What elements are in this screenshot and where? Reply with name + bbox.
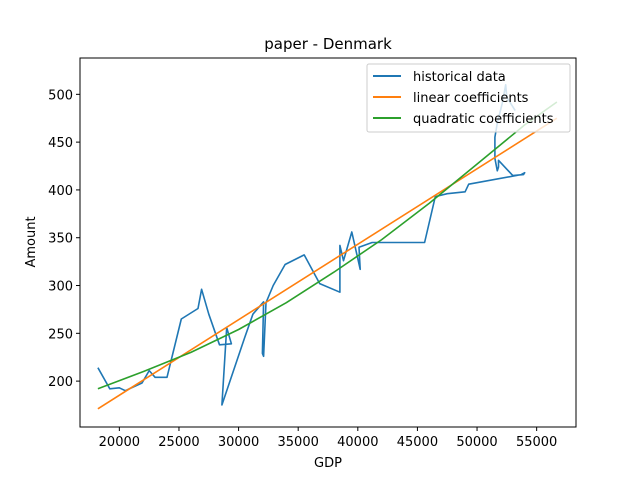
x-tick-label: 30000 [218, 435, 259, 450]
y-tick-label: 200 [48, 375, 73, 390]
series-line-quadratic-coefficients [97, 101, 558, 390]
x-tick-label: 50000 [456, 435, 497, 450]
y-tick-label: 250 [48, 327, 73, 342]
x-axis-label: GDP [314, 456, 342, 471]
x-tick-label: 55000 [516, 435, 557, 450]
plot-area [97, 84, 558, 410]
legend-label-quadratic-coefficients: quadratic coefficients [413, 112, 554, 127]
legend-label-linear-coefficients: linear coefficients [413, 91, 529, 106]
y-tick-label: 500 [48, 88, 73, 103]
series-line-historical-data [97, 84, 526, 406]
x-tick-label: 35000 [278, 435, 319, 450]
series-line-linear-coefficients [97, 117, 558, 410]
chart-title: paper - Denmark [264, 35, 392, 53]
legend-label-historical-data: historical data [413, 70, 506, 85]
y-axis-label: Amount [24, 216, 39, 267]
x-tick-label: 45000 [397, 435, 438, 450]
axes-frame [79, 57, 577, 428]
x-axis: 20000 25000 30000 35000 40000 45000 50000 55000 [99, 427, 557, 450]
x-tick-label: 25000 [158, 435, 199, 450]
legend-box [366, 63, 571, 133]
y-tick-label: 350 [48, 232, 73, 247]
x-tick-label: 20000 [99, 435, 140, 450]
legend: historical data linear coefficients quad… [366, 63, 571, 133]
y-tick-label: 400 [48, 184, 73, 199]
y-axis: 200 250 300 350 400 450 500 [48, 88, 80, 390]
x-tick-label: 40000 [337, 435, 378, 450]
y-tick-label: 450 [48, 136, 73, 151]
y-tick-label: 300 [48, 280, 73, 295]
